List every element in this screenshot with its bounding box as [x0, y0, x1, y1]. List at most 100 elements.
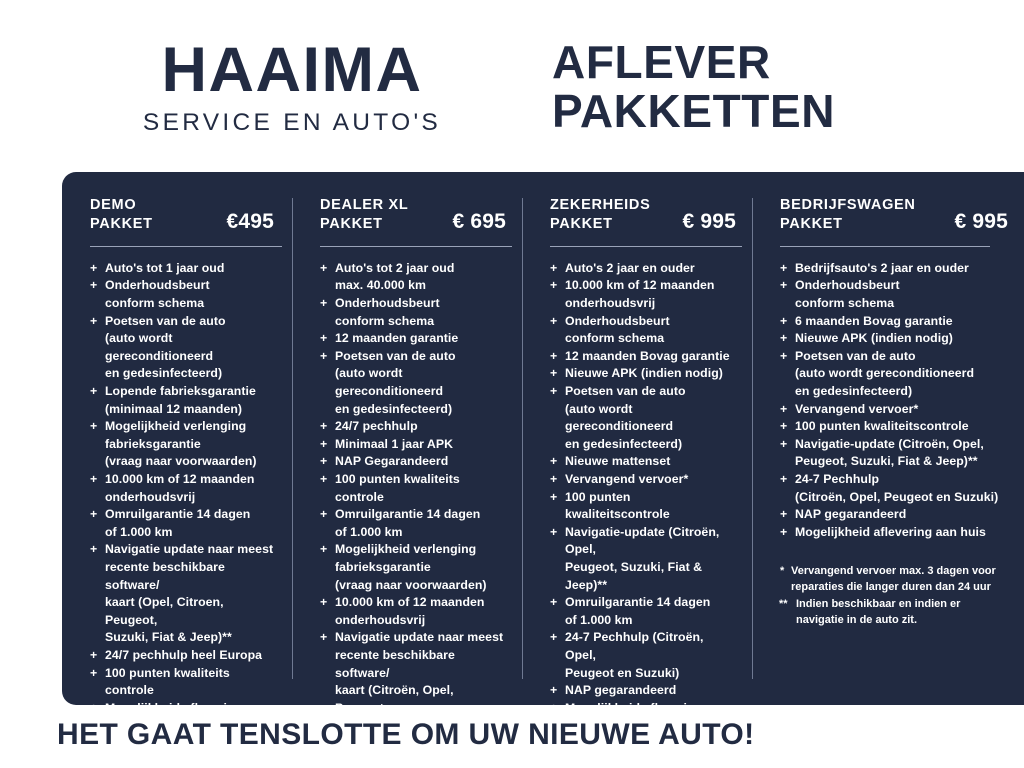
package-card-dealer-xl: DEALER XL PAKKET € 695 + Auto's tot 2 jaa…	[292, 172, 522, 767]
feature-label: Poetsen van de auto (auto wordt gerecond…	[565, 384, 686, 451]
plus-icon: +	[320, 348, 328, 363]
feature-item: + Mogelijkheid verlenging fabrieksgaranti…	[90, 418, 276, 471]
feature-label: Mogelijkheid aflevering aan huis	[795, 524, 986, 539]
plus-icon: +	[320, 436, 328, 451]
feature-item: + Nieuwe APK (indien nodig)	[780, 330, 1008, 348]
feature-item: + Auto's tot 1 jaar oud	[90, 260, 276, 278]
feature-label: Navigatie update naar meest recente besc…	[105, 542, 274, 645]
plus-icon: +	[90, 313, 98, 328]
plus-icon: +	[780, 419, 788, 434]
plus-icon: +	[320, 735, 328, 750]
package-header: BEDRIJFSWAGEN PAKKET € 995	[780, 196, 1008, 235]
plus-icon: +	[320, 331, 328, 346]
package-title: BEDRIJFSWAGEN PAKKET	[780, 197, 916, 233]
feature-label: 24/7 pechhulp heel Europa	[105, 647, 263, 662]
package-price: €495	[226, 209, 274, 233]
feature-label: 24-7 Pechhulp (Citroën, Opel, Peugeot en…	[795, 471, 999, 504]
feature-label: Mogelijkheid aflevering aan huis	[105, 700, 267, 733]
feature-label: 100 punten kwaliteits controle	[335, 471, 460, 504]
plus-icon: +	[320, 542, 328, 557]
plus-icon: +	[550, 260, 558, 275]
feature-item: +24-7 Pechhulp (Citroën, Opel, Peugeot e…	[550, 629, 736, 682]
feature-item: +100 punten kwaliteitscontrole	[550, 489, 736, 524]
plus-icon: +	[550, 595, 558, 610]
footnotes: * Vervangend vervoer max. 3 dagen voor re…	[779, 563, 1008, 628]
feature-item: + Onderhoudsbeurt conform schema	[780, 277, 1008, 312]
feature-item: +12 maanden garantie	[320, 330, 506, 348]
plus-icon: +	[780, 348, 788, 363]
feature-item: +10.000 km of 12 maanden onderhoudsvrij	[550, 277, 736, 312]
plus-icon: +	[780, 401, 788, 416]
feature-label: Vervangend vervoer*	[565, 471, 689, 486]
plus-icon: +	[90, 542, 98, 557]
plus-icon: +	[550, 454, 558, 469]
feature-label: Navigatie-update (Citroën, Opel, Peugeot…	[795, 436, 984, 469]
feature-item: + Navigatie-update (Citroën, Opel, Peugeo…	[780, 436, 1008, 471]
feature-label: Mogelijkheid aflevering aan huis	[565, 700, 727, 733]
feature-label: Auto's tot 1 jaar oud	[105, 260, 225, 275]
plus-icon: +	[90, 700, 98, 715]
feature-item: +24-7 Pechhulp (Citroën, Opel, Peugeot e…	[780, 471, 1008, 506]
feature-label: Nieuwe APK (indien nodig)	[565, 366, 723, 381]
page-title-line-2: PAKKETTEN	[552, 85, 836, 137]
feature-label: Poetsen van de auto (auto wordt gerecond…	[335, 348, 456, 416]
plus-icon: +	[550, 471, 558, 486]
feature-item: + Lopende fabrieksgarantie (minimaal 12 m…	[90, 383, 276, 418]
plus-icon: +	[780, 260, 788, 275]
feature-label: Onderhoudsbeurt conform schema	[795, 278, 900, 311]
feature-item: +100 punten kwaliteits controle	[90, 665, 276, 700]
plus-icon: +	[780, 436, 788, 451]
plus-icon: +	[550, 348, 558, 363]
plus-icon: +	[320, 260, 328, 275]
feature-label: Poetsen van de auto (auto wordt gerecond…	[105, 313, 226, 381]
feature-item: +100 punten kwaliteitscontrole	[780, 418, 1008, 436]
feature-label: Omruilgarantie 14 dagen of 1.000 km	[105, 507, 251, 539]
feature-label: Mogelijkheid verlenging fabrieksgarantie…	[105, 419, 257, 469]
header-divider	[550, 245, 742, 247]
feature-label: NAP gegarandeerd	[795, 507, 907, 522]
feature-item: + NAP Gegarandeerd	[320, 453, 506, 471]
package-feature-list: + Auto's tot 1 jaar oud + Onderhoudsbeurt c…	[90, 260, 276, 735]
feature-label: 12 maanden garantie	[335, 331, 459, 346]
plus-icon: +	[550, 313, 558, 328]
plus-icon: +	[550, 630, 558, 645]
feature-label: Nieuwe APK (indien nodig)	[795, 331, 953, 346]
feature-item: + Navigatie update naar meest recente bes…	[90, 541, 276, 647]
feature-item: + NAP gegarandeerd	[780, 506, 1008, 524]
plus-icon: +	[550, 700, 558, 715]
footnote-marker: *	[780, 565, 785, 578]
package-card-zekerheids: ZEKERHEIDS PAKKET € 995 + Auto's 2 jaar e…	[522, 172, 752, 732]
feature-label: Mogelijkheid aflevering aan huis	[335, 735, 497, 768]
plus-icon: +	[320, 454, 328, 469]
feature-item: + Onderhoudsbeurt conform schema	[550, 313, 736, 348]
page-title-line-1: AFLEVER	[552, 36, 771, 89]
plus-icon: +	[780, 524, 788, 539]
package-header: DEALER XL PAKKET € 695	[320, 196, 506, 235]
package-price: € 995	[682, 209, 736, 233]
feature-label: 10.000 km of 12 maanden onderhoudsvrij	[105, 471, 255, 504]
feature-label: 12 maanden Bovag garantie	[565, 348, 730, 363]
package-title: DEALER XL PAKKET	[320, 197, 409, 233]
plus-icon: +	[550, 683, 558, 698]
feature-item: + Nieuwe APK (indien nodig)	[550, 365, 736, 383]
package-feature-list: + Bedrijfsauto's 2 jaar en ouder + Onderhou…	[780, 260, 1008, 542]
feature-label: NAP Gegarandeerd	[335, 454, 449, 469]
plus-icon: +	[320, 630, 328, 645]
package-title: ZEKERHEIDS PAKKET	[550, 197, 651, 233]
packages-panel: DEMO PAKKET €495 + Auto's tot 1 jaar oud +…	[62, 172, 1024, 767]
feature-item: + Auto's tot 2 jaar oud max. 40.000 km	[320, 260, 506, 295]
feature-label: Minimaal 1 jaar APK	[335, 436, 454, 451]
package-feature-list: + Auto's tot 2 jaar oud max. 40.000 km + On…	[320, 260, 506, 768]
plus-icon: +	[90, 507, 98, 522]
feature-label: 100 punten kwaliteits controle	[105, 665, 230, 698]
feature-item: + Navigatie-update (Citroën, Opel, Peugeo…	[550, 524, 736, 594]
feature-item: + Mogelijkheid verlenging fabrieksgaranti…	[320, 541, 506, 594]
package-card-bedrijfswagen: BEDRIJFSWAGEN PAKKET € 995 + Bedrijfsauto…	[752, 172, 1024, 705]
feature-item: + Poetsen van de auto (auto wordt gerecon…	[320, 348, 506, 418]
feature-label: Vervangend vervoer*	[795, 401, 919, 416]
feature-item: +10.000 km of 12 maanden onderhoudsvrij	[90, 471, 276, 506]
feature-item: + Nieuwe mattenset	[550, 453, 736, 471]
plus-icon: +	[90, 278, 98, 293]
feature-item: + Vervangend vervoer*	[550, 471, 736, 489]
feature-item: + Omruilgarantie 14 dagen of 1.000 km	[90, 506, 276, 541]
